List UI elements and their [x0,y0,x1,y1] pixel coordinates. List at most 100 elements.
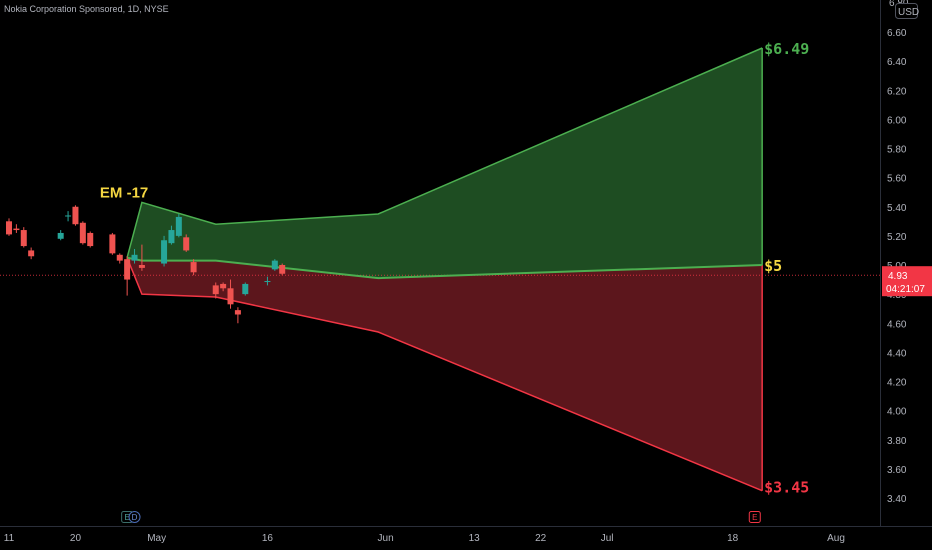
time-tick-label: 16 [262,533,274,544]
time-tick-label: May [147,533,166,544]
price-tick-label: 5.20 [887,232,907,243]
price-tick-label: 6.40 [887,57,907,68]
candle-body [79,222,86,244]
candle[interactable] [57,230,64,241]
price-tick-label: 6.00 [887,115,907,126]
candle[interactable] [161,235,168,267]
candle[interactable] [212,282,219,299]
candle-body [190,262,197,273]
candle-body [116,254,123,261]
event-marker-letter: E [124,513,129,522]
candle[interactable] [227,279,234,309]
event-marker-letter: E [752,513,757,522]
candle-body [227,288,234,305]
candle-body [87,232,94,247]
time-tick-label: 18 [727,533,739,544]
candle[interactable] [13,224,20,233]
candle[interactable] [131,248,138,264]
candle-body [138,265,145,268]
candle[interactable] [183,234,190,252]
dividend-marker[interactable]: D [128,511,141,523]
earnings-future-marker[interactable]: E [748,511,761,523]
candle[interactable] [65,211,72,222]
candle-body [20,230,27,247]
candle-body [124,259,131,280]
time-tick-label: Jul [601,533,614,544]
candle[interactable] [138,244,145,271]
currency-label[interactable]: USD [898,7,919,18]
candle-body [212,285,219,295]
price-tick-label: 6.20 [887,86,907,97]
middle-value-label: $5 [764,257,782,275]
candle[interactable] [6,218,12,236]
price-tick-label: 6.60 [887,28,907,39]
time-axis[interactable]: 11 20 May 16 Jun 13 22 Jul 18 Aug [4,533,845,544]
candle-body [220,283,227,289]
candle[interactable] [264,276,271,286]
price-tick-label: 3.80 [887,436,907,447]
price-tick-label: 5.60 [887,174,907,185]
time-tick-label: 13 [469,533,481,544]
candle[interactable] [79,221,86,245]
candle[interactable] [20,227,27,248]
currency-button-box[interactable] [895,3,918,19]
last-price-badge-box [882,266,932,297]
price-tick-label: 5.40 [887,203,907,214]
candle[interactable] [220,282,227,292]
last-price-badge: 4.93 04:21:07 [882,266,932,297]
candle[interactable] [168,225,175,245]
time-tick-label: 20 [70,533,82,544]
candle[interactable] [279,263,286,276]
price-tick-label: 4.40 [887,348,907,359]
candle-body [6,221,12,235]
time-tick-label: 22 [535,533,547,544]
candle-body [168,230,175,244]
candle-body [271,260,278,270]
candle-body [175,216,182,236]
candle[interactable] [175,214,182,238]
candle-body [72,206,79,225]
last-price-value: 4.93 [888,271,908,282]
candle[interactable] [190,259,197,276]
upper-bound-label: $6.49 [764,40,809,58]
candle-body [234,310,241,315]
currency-button[interactable]: USD [895,3,920,19]
candle[interactable] [72,205,79,226]
dividend-marker-shape[interactable] [128,511,141,523]
candle-body [65,215,72,217]
price-tick-label: 3.40 [887,494,907,505]
time-tick-label: 11 [4,533,15,544]
candle-body [183,237,190,251]
candle[interactable] [234,307,241,324]
countdown-timer: 04:21:07 [886,284,925,295]
candle-body [131,254,138,261]
candle[interactable] [242,282,249,296]
candle[interactable] [271,259,278,271]
time-tick-label: Aug [827,533,845,544]
price-tick-label: 4.20 [887,378,907,389]
candle[interactable] [124,256,131,296]
candle-body [28,250,35,257]
price-tick-label: 4.60 [887,319,907,330]
expected-move-label: EM -17 [100,184,148,201]
candle-body [279,265,286,274]
earnings-marker-shape[interactable] [748,511,761,523]
candle-body [13,228,20,231]
chart-symbol-title: Nokia Corporation Sponsored, 1D, NYSE [4,4,169,14]
expected-move-lower-area [127,257,763,491]
candle-body [264,281,271,283]
candle[interactable] [87,231,94,248]
price-tick-label: 4.00 [887,407,907,418]
candle[interactable] [116,253,123,264]
candle-body [57,232,64,239]
candle[interactable] [28,247,35,260]
candle-body [242,283,249,295]
candle-body [161,240,168,264]
expected-move-upper-line [126,47,763,258]
price-tick-label: 3.60 [887,465,907,476]
lower-bound-label: $3.45 [764,479,809,497]
time-tick-label: Jun [378,533,394,544]
event-marker-letter: D [132,513,138,522]
candle[interactable] [109,232,116,255]
